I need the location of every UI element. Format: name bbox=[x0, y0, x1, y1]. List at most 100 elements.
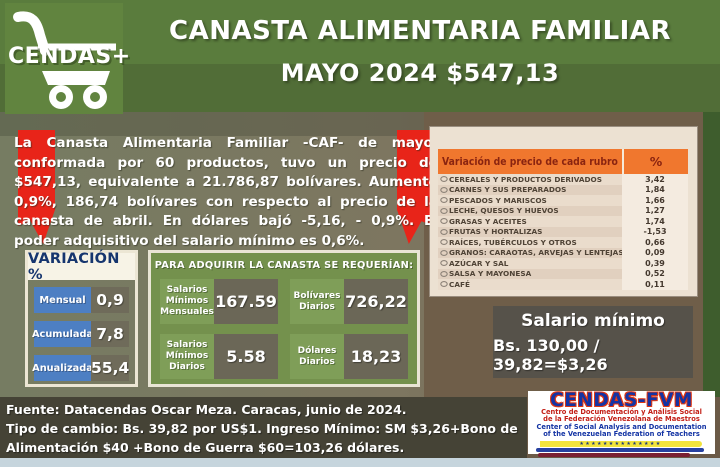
acquisition-label: Dólares Diarios bbox=[290, 334, 344, 379]
acquisition-panel: PARA ADQUIRIR LA CANASTA SE REQUERÍAN: S… bbox=[148, 250, 420, 387]
table-row: PESCADOS Y MARISCOS 1,66 bbox=[438, 195, 688, 206]
variation-row: Acumulada 7,8 bbox=[32, 321, 129, 347]
fish-icon bbox=[438, 196, 449, 204]
table-row: GRASAS Y ACEITES 1,74 bbox=[438, 216, 688, 227]
table-row: CEREALES Y PRODUCTOS DERIVADOS 3,42 bbox=[438, 174, 688, 185]
acquisition-label: Salarios Mínimos Diarios bbox=[160, 334, 214, 379]
minimum-wage-box: Salario mínimo Bs. 130,00 / 39,82=$3,26 bbox=[493, 306, 693, 378]
flag-stripes: ★★★★★★★★★★★★★★ bbox=[535, 440, 708, 457]
footer-text: Fuente: Datacendas Oscar Meza. Caracas, … bbox=[6, 400, 525, 457]
table-row: CARNES Y SUS PREPARADOS 1,84 bbox=[438, 184, 688, 195]
table-row: CAFÉ 0,11 bbox=[438, 279, 688, 290]
rubros-header-label-text: Variación de precio de cada rubro bbox=[442, 155, 618, 168]
variation-value: 0,9 bbox=[91, 287, 129, 313]
page-title: CANASTA ALIMENTARIA FAMILIAR bbox=[169, 16, 671, 46]
summary-paragraph: La Canasta Alimentaria Familiar -CAF- de… bbox=[14, 135, 438, 249]
rubro-value: 0,66 bbox=[622, 237, 688, 248]
table-row: GRANOS: CARAOTAS, ARVEJAS Y LENTEJAS 0,0… bbox=[438, 247, 688, 258]
rubros-header-label: Variación de precio de cada rubro bbox=[438, 149, 622, 174]
rubros-percent-header: % bbox=[622, 149, 688, 174]
variation-label: Anualizada bbox=[32, 355, 93, 381]
rubro-value: 1,84 bbox=[622, 184, 688, 195]
rubro-label: GRANOS: CARAOTAS, ARVEJAS Y LENTEJAS bbox=[449, 248, 622, 258]
rubro-label: AZÚCAR Y SAL bbox=[449, 258, 509, 268]
acquisition-title: PARA ADQUIRIR LA CANASTA SE REQUERÍAN: bbox=[154, 259, 414, 271]
rubro-label: GRASAS Y ACEITES bbox=[449, 216, 527, 226]
rubro-value: 1,66 bbox=[622, 195, 688, 206]
variation-rows: Mensual 0,9 Acumulada 7,8 Anualizada 55,… bbox=[28, 280, 135, 388]
rubro-label: LECHE, QUESOS Y HUEVOS bbox=[449, 206, 559, 216]
minimum-wage-value: Bs. 130,00 / 39,82=$3,26 bbox=[493, 335, 608, 374]
rubro-value: 0,52 bbox=[622, 268, 688, 279]
cendas-logo-text: CENDAS+ bbox=[8, 44, 131, 69]
variation-value: 7,8 bbox=[91, 321, 129, 347]
rubro-value: 3,42 bbox=[622, 174, 688, 185]
table-row: AZÚCAR Y SAL 0,39 bbox=[438, 258, 688, 269]
rubro-label: PESCADOS Y MARISCOS bbox=[449, 195, 547, 205]
acquisition-label: Salarios Mínimos Mensuales bbox=[160, 279, 214, 324]
oils-icon bbox=[438, 217, 449, 225]
rubro-value: 0,39 bbox=[622, 258, 688, 269]
flag-blue-stripe bbox=[535, 447, 704, 452]
flag-maroon-stripe bbox=[537, 452, 690, 457]
acquisition-cell: Salarios Mínimos Diarios 5.58 bbox=[160, 334, 278, 379]
acquisition-cell: Salarios Mínimos Mensuales 167.59 bbox=[160, 279, 278, 324]
footer-note: Tipo de cambio: Bs. 39,82 por US$1. Ingr… bbox=[6, 421, 518, 455]
org-line-en1: Center of Social Analysis and Documentat… bbox=[536, 422, 707, 431]
shopping-cart-icon bbox=[13, 11, 116, 109]
coffee-icon bbox=[438, 280, 449, 288]
acquisition-cell: Dólares Diarios 18,23 bbox=[290, 334, 408, 379]
dairy-icon bbox=[438, 207, 449, 215]
variation-label: Mensual bbox=[34, 287, 91, 313]
variation-title: VARIACIÓN % bbox=[28, 251, 135, 283]
rubros-header: Variación de precio de cada rubro % bbox=[438, 149, 688, 174]
variation-panel: VARIACIÓN % Mensual 0,9 Acumulada 7,8 An… bbox=[25, 250, 138, 387]
rubro-value: -1,53 bbox=[622, 226, 688, 237]
acquisition-grid: Salarios Mínimos Mensuales 167.59 Bolíva… bbox=[151, 277, 417, 388]
footer-source: Fuente: Datacendas Oscar Meza. Caracas, … bbox=[6, 402, 407, 417]
rubro-label: CAFÉ bbox=[449, 279, 470, 289]
footer-band bbox=[0, 397, 527, 458]
bottom-strip bbox=[0, 458, 720, 467]
rubro-value: 0,11 bbox=[622, 279, 688, 290]
right-edge-stripe bbox=[703, 112, 720, 458]
sauce-icon bbox=[438, 270, 449, 278]
acquisition-value: 5.58 bbox=[214, 334, 278, 379]
org-line-es1: Centro de Documentación y Análisis Socia… bbox=[541, 408, 702, 416]
acquisition-label: Bolívares Diarios bbox=[290, 279, 344, 324]
grains-icon bbox=[438, 249, 449, 257]
sugar-icon bbox=[438, 259, 449, 267]
fruits-icon bbox=[438, 228, 449, 236]
rubro-label: FRUTAS Y HORTALIZAS bbox=[449, 227, 543, 237]
variation-label: Acumulada bbox=[32, 321, 93, 347]
rubro-value: 0,09 bbox=[622, 247, 688, 258]
rubro-label: SALSA Y MAYONESA bbox=[449, 269, 532, 279]
rubro-label: CEREALES Y PRODUCTOS DERIVADOS bbox=[449, 174, 603, 184]
cendas-fvm-logo: CENDAS-FVM Centro de Documentación y Aná… bbox=[528, 390, 715, 457]
org-line-en2: of the Venezuelan Federation of Teachers bbox=[543, 430, 700, 439]
variation-row: Anualizada 55,4 bbox=[32, 355, 130, 381]
acquisition-value: 18,23 bbox=[344, 334, 408, 379]
org-name: CENDAS-FVM bbox=[550, 390, 693, 411]
table-row: SALSA Y MAYONESA 0,52 bbox=[438, 268, 688, 279]
acquisition-value: 726,22 bbox=[344, 279, 408, 324]
roots-icon bbox=[438, 238, 449, 246]
acquisition-cell: Bolívares Diarios 726,22 bbox=[290, 279, 408, 324]
rubros-rows: CEREALES Y PRODUCTOS DERIVADOS 3,42 CARN… bbox=[438, 174, 688, 290]
rubro-label: CARNES Y SUS PREPARADOS bbox=[449, 185, 567, 195]
rubros-panel: Variación de precio de cada rubro % CERE… bbox=[430, 127, 697, 296]
table-row: RAÍCES, TUBÉRCULOS Y OTROS 0,66 bbox=[438, 237, 688, 248]
variation-value: 55,4 bbox=[91, 355, 130, 381]
variation-row: Mensual 0,9 bbox=[34, 287, 129, 313]
rubro-value: 1,74 bbox=[622, 216, 688, 227]
rubros-table: Variación de precio de cada rubro % CERE… bbox=[438, 149, 688, 290]
flag-yellow-stars-stripe: ★★★★★★★★★★★★★★ bbox=[539, 440, 702, 447]
meat-icon bbox=[438, 186, 449, 194]
rubro-value: 1,27 bbox=[622, 205, 688, 216]
cereals-icon bbox=[438, 175, 449, 183]
table-row: FRUTAS Y HORTALIZAS -1,53 bbox=[438, 226, 688, 237]
page-subtitle: MAYO 2024 $547,13 bbox=[280, 59, 560, 87]
minimum-wage-title: Salario mínimo bbox=[521, 310, 665, 331]
org-line-es2: de la Federación Venezolana de Maestros bbox=[543, 415, 700, 424]
